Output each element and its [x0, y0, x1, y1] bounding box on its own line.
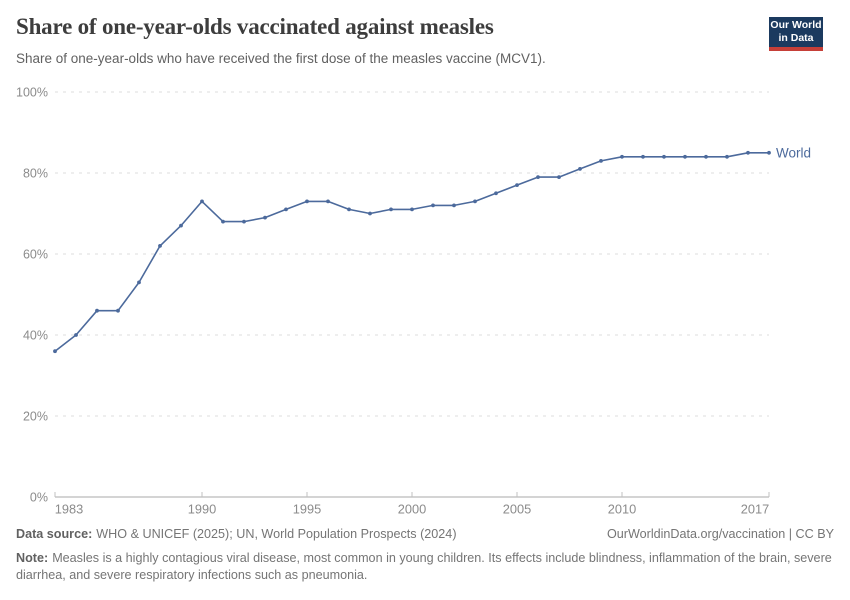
- data-point[interactable]: [515, 183, 519, 188]
- data-point[interactable]: [683, 154, 687, 159]
- data-point[interactable]: [746, 150, 750, 155]
- owid-logo-line1: Our World: [770, 19, 822, 31]
- x-tick-label: 1983: [55, 502, 83, 517]
- data-point[interactable]: [137, 280, 141, 285]
- data-point[interactable]: [704, 154, 708, 159]
- y-tick-label: 40%: [23, 329, 48, 343]
- data-point[interactable]: [242, 219, 246, 224]
- data-point[interactable]: [662, 154, 666, 159]
- chart-note: Note: Measles is a highly contagious vira…: [16, 550, 834, 584]
- data-point[interactable]: [95, 308, 99, 313]
- note-label: Note:: [16, 551, 49, 565]
- data-source-label: Data source:: [16, 527, 93, 541]
- x-tick-label: 2005: [503, 502, 531, 517]
- x-tick-label: 2017: [741, 502, 769, 517]
- data-point[interactable]: [767, 150, 771, 155]
- data-source: Data source: WHO & UNICEF (2025); UN, Wor…: [16, 527, 457, 541]
- data-point[interactable]: [221, 219, 225, 224]
- data-point[interactable]: [284, 207, 288, 212]
- note-text: Measles is a highly contagious viral dis…: [16, 551, 832, 582]
- y-tick-label: 0%: [30, 491, 48, 505]
- series-line[interactable]: [54, 152, 770, 353]
- data-point[interactable]: [536, 175, 540, 180]
- attribution-link[interactable]: OurWorldinData.org/vaccination | CC BY: [606, 527, 834, 541]
- data-point[interactable]: [641, 154, 645, 159]
- data-source-text: WHO & UNICEF (2025); UN, World Populatio…: [96, 527, 457, 541]
- data-point[interactable]: [599, 159, 603, 163]
- y-tick-label: 100%: [16, 86, 48, 100]
- x-tick-label: 2010: [608, 502, 636, 517]
- data-point[interactable]: [473, 199, 477, 204]
- y-tick-label: 20%: [23, 410, 48, 424]
- data-point[interactable]: [200, 199, 204, 204]
- x-tick-label: 1990: [188, 502, 216, 517]
- data-point[interactable]: [452, 203, 456, 208]
- data-point[interactable]: [53, 349, 57, 354]
- chart-footer: Data source: WHO & UNICEF (2025); UN, Wor…: [16, 527, 834, 584]
- data-point[interactable]: [725, 154, 729, 159]
- y-tick-label: 80%: [23, 167, 48, 181]
- series-end-label[interactable]: World: [776, 145, 811, 160]
- data-point[interactable]: [326, 199, 330, 204]
- x-tick-label: 1995: [293, 502, 321, 517]
- data-point[interactable]: [116, 308, 120, 313]
- owid-logo-line2: in Data: [778, 32, 814, 44]
- data-point[interactable]: [368, 211, 372, 216]
- data-point[interactable]: [578, 167, 582, 171]
- data-point[interactable]: [74, 333, 78, 337]
- page-title: Share of one-year-olds vaccinated agains…: [16, 14, 494, 39]
- data-point[interactable]: [347, 207, 351, 212]
- owid-logo: Our World in Data: [769, 17, 823, 51]
- data-point[interactable]: [263, 215, 267, 220]
- data-point[interactable]: [557, 175, 561, 180]
- chart-subtitle: Share of one-year-olds who have received…: [16, 51, 546, 66]
- y-tick-label: 60%: [23, 248, 48, 262]
- data-point[interactable]: [620, 154, 624, 159]
- x-tick-label: 2000: [398, 502, 426, 517]
- data-point[interactable]: [305, 199, 309, 204]
- data-point[interactable]: [158, 244, 162, 248]
- data-point[interactable]: [389, 207, 393, 212]
- data-point[interactable]: [179, 223, 183, 228]
- data-point[interactable]: [494, 191, 498, 196]
- data-point[interactable]: [431, 203, 435, 208]
- data-point[interactable]: [410, 207, 414, 212]
